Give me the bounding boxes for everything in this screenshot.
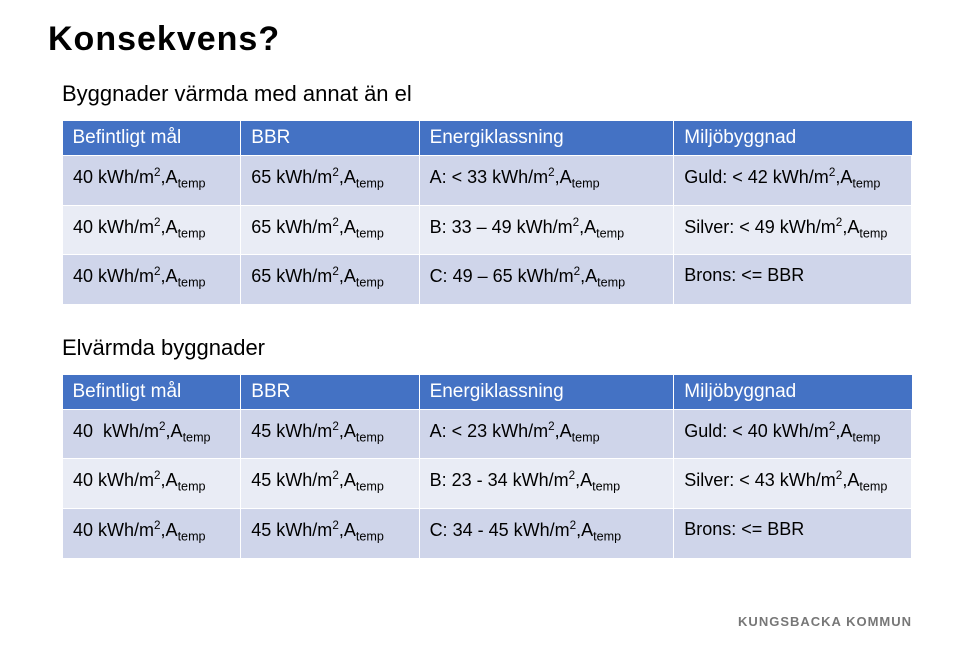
cell-energiklassning: A: < 33 kWh/m2,Atemp xyxy=(419,156,674,206)
table-row: 40 kWh/m2,Atemp65 kWh/m2,AtempC: 49 – 65… xyxy=(63,255,912,305)
footer-text: KUNGSBACKA KOMMUN xyxy=(738,614,912,629)
cell-befintligt: 40 kWh/m2,Atemp xyxy=(63,508,241,558)
cell-energiklassning: A: < 23 kWh/m2,Atemp xyxy=(419,409,674,459)
cell-bbr: 65 kWh/m2,Atemp xyxy=(241,255,419,305)
cell-bbr: 65 kWh/m2,Atemp xyxy=(241,156,419,206)
table-2: Befintligt mål BBR Energiklassning Miljö… xyxy=(62,375,912,559)
table-2-header: BBR xyxy=(241,375,419,410)
table-1-header: BBR xyxy=(241,121,419,156)
table-1-header: Befintligt mål xyxy=(63,121,241,156)
cell-energiklassning: B: 23 - 34 kWh/m2,Atemp xyxy=(419,459,674,509)
cell-energiklassning: B: 33 – 49 kWh/m2,Atemp xyxy=(419,205,674,255)
table-row: 40 kWh/m2,Atemp65 kWh/m2,AtempA: < 33 kW… xyxy=(63,156,912,206)
section1-subtitle: Byggnader värmda med annat än el xyxy=(62,81,912,107)
table-2-header-row: Befintligt mål BBR Energiklassning Miljö… xyxy=(63,375,912,410)
table-2-header: Miljöbyggnad xyxy=(674,375,912,410)
cell-bbr: 45 kWh/m2,Atemp xyxy=(241,459,419,509)
cell-miljobyggnad: Guld: < 40 kWh/m2,Atemp xyxy=(674,409,912,459)
table-row: 40 kWh/m2,Atemp45 kWh/m2,AtempA: < 23 kW… xyxy=(63,409,912,459)
table-1-header: Energiklassning xyxy=(419,121,674,156)
page-title: Konsekvens? xyxy=(48,20,912,59)
cell-befintligt: 40 kWh/m2,Atemp xyxy=(63,205,241,255)
table-2-header: Energiklassning xyxy=(419,375,674,410)
table-2-body: 40 kWh/m2,Atemp45 kWh/m2,AtempA: < 23 kW… xyxy=(63,409,912,558)
table-row: 40 kWh/m2,Atemp45 kWh/m2,AtempC: 34 - 45… xyxy=(63,508,912,558)
cell-befintligt: 40 kWh/m2,Atemp xyxy=(63,459,241,509)
cell-miljobyggnad: Silver: < 43 kWh/m2,Atemp xyxy=(674,459,912,509)
table-1: Befintligt mål BBR Energiklassning Miljö… xyxy=(62,121,912,305)
cell-bbr: 45 kWh/m2,Atemp xyxy=(241,409,419,459)
table-row: 40 kWh/m2,Atemp65 kWh/m2,AtempB: 33 – 49… xyxy=(63,205,912,255)
table-1-body: 40 kWh/m2,Atemp65 kWh/m2,AtempA: < 33 kW… xyxy=(63,156,912,305)
table-row: 40 kWh/m2,Atemp45 kWh/m2,AtempB: 23 - 34… xyxy=(63,459,912,509)
cell-miljobyggnad: Guld: < 42 kWh/m2,Atemp xyxy=(674,156,912,206)
table-2-header: Befintligt mål xyxy=(63,375,241,410)
cell-miljobyggnad: Silver: < 49 kWh/m2,Atemp xyxy=(674,205,912,255)
cell-miljobyggnad: Brons: <= BBR xyxy=(674,255,912,305)
table-1-header: Miljöbyggnad xyxy=(674,121,912,156)
cell-energiklassning: C: 34 - 45 kWh/m2,Atemp xyxy=(419,508,674,558)
cell-befintligt: 40 kWh/m2,Atemp xyxy=(63,255,241,305)
section2-subtitle: Elvärmda byggnader xyxy=(62,335,912,361)
cell-befintligt: 40 kWh/m2,Atemp xyxy=(63,156,241,206)
cell-miljobyggnad: Brons: <= BBR xyxy=(674,508,912,558)
cell-energiklassning: C: 49 – 65 kWh/m2,Atemp xyxy=(419,255,674,305)
cell-bbr: 45 kWh/m2,Atemp xyxy=(241,508,419,558)
cell-befintligt: 40 kWh/m2,Atemp xyxy=(63,409,241,459)
table-1-header-row: Befintligt mål BBR Energiklassning Miljö… xyxy=(63,121,912,156)
cell-bbr: 65 kWh/m2,Atemp xyxy=(241,205,419,255)
